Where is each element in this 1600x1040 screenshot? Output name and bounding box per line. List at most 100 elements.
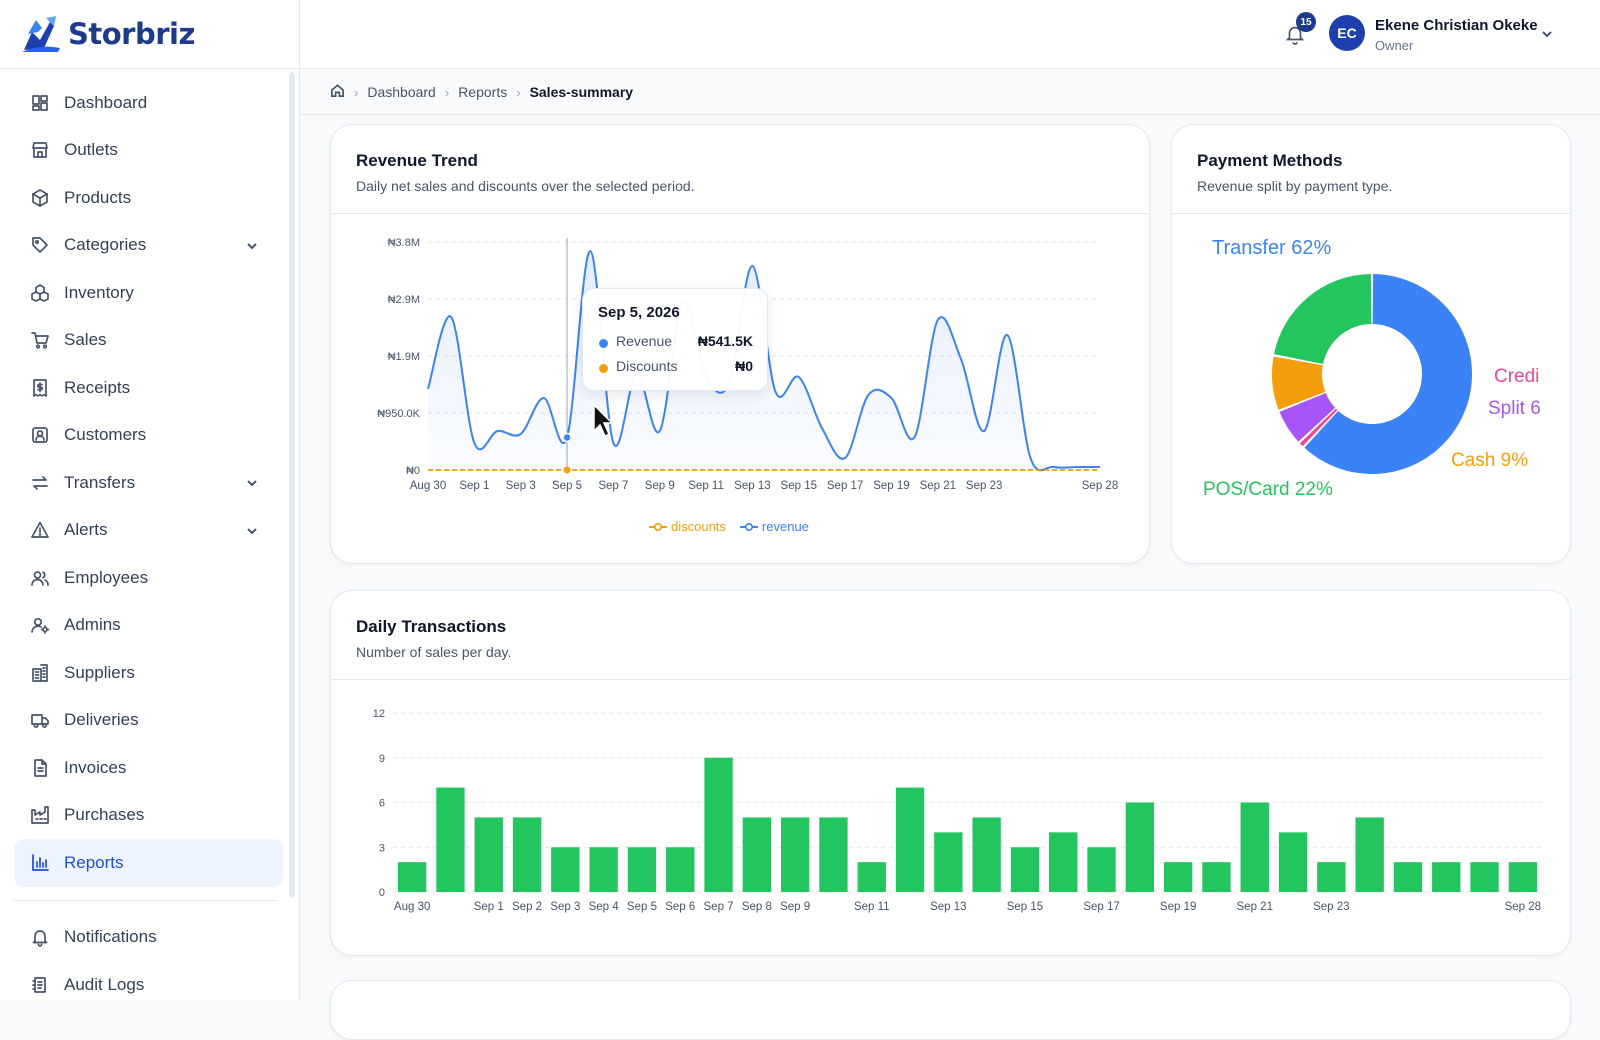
sidebar-item-invoices[interactable]: Invoices [0, 744, 289, 792]
bar[interactable] [1355, 817, 1384, 892]
bar[interactable] [895, 787, 925, 892]
chevron-down-icon[interactable] [245, 523, 259, 537]
bar[interactable] [1049, 832, 1078, 892]
bar[interactable] [1508, 862, 1538, 892]
sidebar-item-suppliers[interactable]: Suppliers [0, 649, 289, 697]
bar[interactable] [397, 862, 427, 892]
sidebar-item-dashboard[interactable]: Dashboard [0, 79, 289, 127]
legend-discounts[interactable]: discounts [671, 519, 726, 534]
sidebar-item-label: Audit Logs [64, 974, 145, 994]
bar[interactable] [1202, 862, 1231, 892]
sidebar-item-customers[interactable]: Customers [0, 412, 289, 460]
chevron-down-icon[interactable] [245, 238, 259, 252]
legend-revenue[interactable]: revenue [761, 519, 809, 534]
bar[interactable] [627, 847, 657, 892]
breadcrumb-reports[interactable]: Reports [458, 84, 508, 100]
bar[interactable] [1087, 847, 1116, 892]
breadcrumb: › Dashboard › Reports › Sales-summary [330, 82, 633, 102]
top-bar: 15 EC Ekene Christian Okeke Owner [300, 0, 1600, 69]
donut-slice-pos-card[interactable] [1274, 274, 1372, 365]
tooltip-discounts-value: ₦0 [735, 358, 753, 374]
card-title: Payment Methods [1197, 151, 1343, 170]
x-tick-label: Sep 28 [1082, 480, 1118, 492]
chart-legend: discounts revenue [649, 519, 809, 534]
y-tick-label: ₦950.0K [377, 408, 420, 420]
bar[interactable] [474, 817, 503, 892]
sidebar-item-label: Suppliers [64, 662, 135, 682]
sidebar-item-label: Receipts [64, 377, 131, 397]
boxes-icon [30, 283, 50, 303]
user-avatar[interactable]: EC [1329, 15, 1365, 51]
sidebar-item-receipts[interactable]: Receipts [0, 364, 289, 412]
bar[interactable] [1432, 862, 1461, 892]
x-tick-label: Sep 17 [827, 480, 863, 492]
bar[interactable] [1470, 862, 1499, 892]
y-tick-label: 0 [379, 887, 385, 899]
divider [300, 114, 1600, 115]
bar[interactable] [742, 817, 772, 892]
x-tick-label: Sep 8 [742, 901, 772, 913]
sidebar-item-reports[interactable]: Reports [14, 839, 283, 887]
bar[interactable] [780, 817, 810, 892]
bar[interactable] [1010, 847, 1040, 892]
revenue-point[interactable] [562, 432, 572, 443]
x-tick-label: Sep 2 [512, 901, 542, 913]
sidebar-item-employees[interactable]: Employees [0, 554, 289, 602]
x-tick-label: Sep 3 [550, 901, 580, 913]
card-title: Daily Transactions [356, 617, 507, 636]
sidebar-item-inventory[interactable]: Inventory [0, 269, 289, 317]
bar[interactable] [1240, 802, 1269, 893]
logo[interactable]: Storbriz [0, 0, 299, 69]
bar[interactable] [857, 862, 886, 892]
revenue-trend-card: Revenue Trend Daily net sales and discou… [330, 124, 1150, 564]
sidebar-item-categories[interactable]: Categories [0, 222, 289, 270]
chevron-down-icon[interactable] [245, 475, 259, 489]
bar[interactable] [972, 817, 1001, 892]
bar[interactable] [551, 847, 580, 892]
sidebar-item-notifications[interactable]: Notifications [0, 914, 289, 962]
x-tick-label: Sep 5 [627, 901, 657, 913]
bar[interactable] [819, 817, 848, 892]
bar[interactable] [1278, 832, 1308, 892]
sidebar-item-sales[interactable]: Sales [0, 317, 289, 365]
app-name: Storbriz [68, 17, 195, 51]
home-icon[interactable] [330, 83, 345, 101]
revenue-series-line[interactable] [427, 249, 1100, 472]
donut-slice-split[interactable] [1279, 392, 1336, 442]
x-tick-label: Sep 9 [645, 480, 675, 492]
sidebar-item-deliveries[interactable]: Deliveries [0, 697, 289, 745]
bar[interactable] [1393, 862, 1423, 892]
donut-slice-cash[interactable] [1272, 356, 1326, 410]
discounts-point[interactable] [563, 466, 571, 474]
sidebar-item-admins[interactable]: Admins [0, 602, 289, 650]
donut-slice-credit[interactable] [1299, 408, 1338, 447]
user-name[interactable]: Ekene Christian Okeke [1375, 17, 1538, 34]
discounts-dot [599, 364, 608, 373]
next-card [330, 980, 1571, 1040]
sidebar-scrollbar[interactable] [289, 72, 295, 898]
bar[interactable] [1125, 802, 1155, 893]
bar[interactable] [666, 847, 695, 892]
card-header: Revenue Trend Daily net sales and discou… [331, 125, 1149, 214]
sidebar-item-purchases[interactable]: Purchases [0, 792, 289, 840]
sidebar-item-products[interactable]: Products [0, 174, 289, 222]
bar[interactable] [436, 787, 465, 892]
breadcrumb-dashboard[interactable]: Dashboard [367, 84, 436, 100]
daily-transactions-chart[interactable]: 0 3 6 9 12 Aug 30 Sep 1 Sep 2 Sep 3 Sep 4 Sep 5 Sep… [331, 680, 1571, 956]
sidebar-item-outlets[interactable]: Outlets [0, 127, 289, 175]
sidebar-item-alerts[interactable]: Alerts [0, 507, 289, 555]
chevron-down-icon[interactable] [1540, 27, 1554, 41]
bar[interactable] [1163, 862, 1193, 892]
donut-slice-transfer[interactable] [1304, 274, 1472, 474]
users-icon [30, 568, 50, 588]
bar[interactable] [934, 832, 963, 892]
bar[interactable] [1317, 862, 1346, 892]
receipt-icon [30, 378, 50, 398]
bar[interactable] [512, 817, 542, 892]
x-tick-label: Sep 7 [704, 901, 734, 913]
sidebar-item-transfers[interactable]: Transfers [0, 459, 289, 507]
bar[interactable] [589, 847, 618, 892]
sidebar-item-audit-logs[interactable]: Audit Logs [0, 961, 289, 1009]
payment-methods-donut-chart[interactable]: Transfer 62% Credi Split 6 Cash 9% POS/Card … [1172, 214, 1571, 564]
bar[interactable] [704, 757, 733, 892]
